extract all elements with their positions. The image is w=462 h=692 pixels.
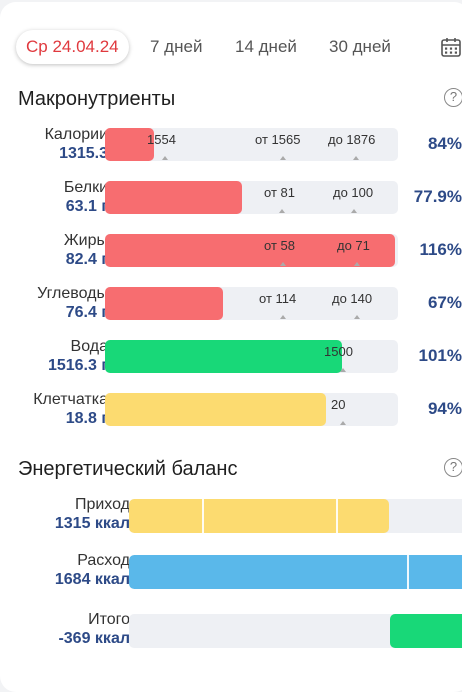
progress-fill: [105, 234, 395, 267]
progress-track: 1554 от 1565 до 1876: [105, 128, 398, 161]
macro-percent: 94%: [427, 399, 462, 418]
macro-percent: 67%: [427, 293, 462, 312]
energy-row-total[interactable]: Итого -369 ккал: [0, 611, 462, 651]
macro-percent: 101%: [418, 346, 462, 365]
energy-track: [129, 614, 462, 648]
range-min-mark: от 114: [259, 291, 297, 306]
range-max-mark: до 1876: [328, 132, 376, 147]
macro-percent: 77.9%: [413, 187, 462, 206]
energy-track: [129, 499, 462, 533]
macro-name: Вода: [70, 338, 108, 355]
progress-fill: [105, 181, 242, 214]
segment-divider: [336, 499, 338, 533]
energy-fill: [129, 555, 462, 589]
tick: [279, 209, 285, 213]
macro-value: 1516.3 г: [47, 357, 108, 374]
tick: [354, 262, 360, 266]
range-max-mark: до 100: [333, 185, 374, 200]
tick: [340, 421, 346, 425]
target-mark: 1500: [324, 344, 353, 359]
segment-divider: [407, 555, 409, 589]
macro-value: 1315.3: [59, 145, 108, 162]
energy-name: Итого: [88, 611, 130, 628]
target-mark: 1554: [147, 132, 176, 147]
macro-row-protein[interactable]: Белки 63.1 г от 81 до 100 77.9%: [0, 179, 462, 219]
macros-help-icon[interactable]: ?: [444, 88, 462, 107]
macro-value: 76.4 г: [65, 304, 108, 321]
energy-fill: [390, 614, 462, 648]
energy-track: [129, 555, 462, 589]
macro-value: 82.4 г: [65, 251, 108, 268]
tick: [162, 156, 168, 160]
range-max-mark: до 140: [332, 291, 373, 306]
segment-divider: [202, 499, 204, 533]
energy-help-icon[interactable]: ?: [444, 458, 462, 477]
progress-fill: [105, 340, 342, 373]
period-tabs: Ср 24.04.24 7 дней 14 дней 30 дней: [16, 30, 462, 66]
macro-percent: 84%: [427, 134, 462, 153]
macro-row-carbs[interactable]: Углеводы 76.4 г от 114 до 140 67%: [0, 285, 462, 325]
tab-7-days[interactable]: 7 дней: [150, 37, 203, 56]
tick: [280, 315, 286, 319]
progress-track: 20: [105, 393, 398, 426]
macro-name: Калории: [44, 126, 108, 143]
energy-title: Энергетический баланс: [18, 458, 238, 480]
energy-name: Приход: [74, 496, 130, 513]
macro-value: 63.1 г: [65, 198, 108, 215]
energy-value: 1684 ккал: [54, 571, 130, 588]
range-min-mark: от 81: [264, 185, 295, 200]
macro-row-calories[interactable]: Калории 1315.3 1554 от 1565 до 1876 84%: [0, 126, 462, 166]
energy-row-expense[interactable]: Расход 1684 ккал: [0, 552, 462, 592]
macro-name: Клетчатка: [33, 391, 108, 408]
progress-track: от 114 до 140: [105, 287, 398, 320]
tick: [280, 156, 286, 160]
tick: [351, 209, 357, 213]
energy-value: 1315 ккал: [54, 515, 130, 532]
macro-row-fat[interactable]: Жиры 82.4 г от 58 до 71 116%: [0, 232, 462, 272]
target-mark: 20: [331, 397, 346, 412]
progress-fill: [105, 393, 326, 426]
macro-percent: 116%: [419, 240, 462, 259]
energy-fill: [129, 499, 389, 533]
range-min-mark: от 58: [264, 238, 295, 253]
macro-name: Белки: [63, 179, 108, 196]
progress-track: от 81 до 100: [105, 181, 398, 214]
macros-title: Макронутриенты: [18, 88, 176, 110]
progress-fill: [105, 287, 223, 320]
tick: [353, 156, 359, 160]
progress-fill: [105, 128, 154, 161]
calendar-icon[interactable]: [440, 36, 462, 58]
tick: [280, 262, 286, 266]
macro-value: 18.8 г: [65, 410, 108, 427]
tick: [340, 368, 346, 372]
energy-value: -369 ккал: [58, 630, 130, 647]
tab-30-days[interactable]: 30 дней: [329, 37, 391, 56]
progress-track: 1500: [105, 340, 398, 373]
energy-name: Расход: [77, 552, 130, 569]
progress-track: от 58 до 71: [105, 234, 398, 267]
range-min-mark: от 1565: [255, 132, 301, 147]
range-max-mark: до 71: [337, 238, 370, 253]
macro-name: Углеводы: [37, 285, 108, 302]
macro-name: Жиры: [63, 232, 108, 249]
tab-14-days[interactable]: 14 дней: [235, 37, 297, 56]
macro-row-fiber[interactable]: Клетчатка 18.8 г 20 94%: [0, 391, 462, 431]
tab-today[interactable]: Ср 24.04.24: [16, 30, 129, 64]
energy-row-intake[interactable]: Приход 1315 ккал: [0, 496, 462, 536]
macro-row-water[interactable]: Вода 1516.3 г 1500 101%: [0, 338, 462, 378]
tick: [354, 315, 360, 319]
